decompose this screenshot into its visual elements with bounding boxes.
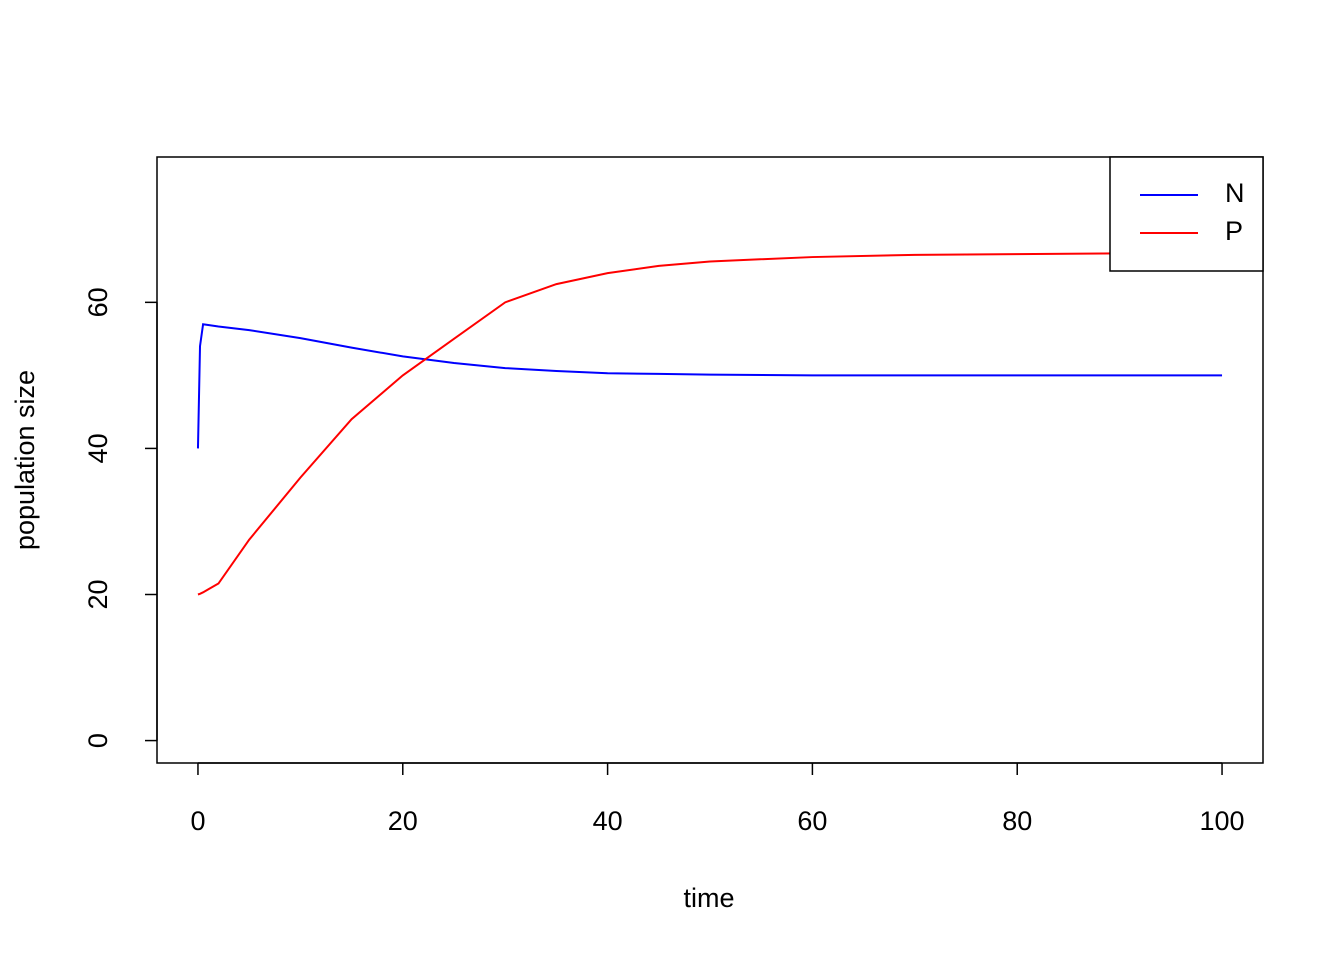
- y-tick-label: 0: [83, 733, 113, 748]
- y-tick-label: 60: [83, 287, 113, 317]
- series-line: [197, 252, 1223, 596]
- x-tick-label: 40: [593, 806, 623, 836]
- series-line: [196, 323, 1223, 449]
- x-tick-label: 20: [388, 806, 418, 836]
- x-tick-label: 100: [1200, 806, 1245, 836]
- plot-box: [156, 156, 1264, 764]
- legend-label: P: [1225, 216, 1243, 246]
- x-axis-title: time: [683, 883, 734, 913]
- y-tick-label: 40: [83, 433, 113, 463]
- legend-label: N: [1225, 178, 1245, 208]
- y-tick-label: 20: [83, 579, 113, 609]
- legend-box: [1109, 156, 1264, 272]
- x-tick-label: 0: [190, 806, 205, 836]
- x-tick-label: 80: [1002, 806, 1032, 836]
- x-tick-label: 60: [797, 806, 827, 836]
- y-axis-title: population size: [10, 370, 40, 550]
